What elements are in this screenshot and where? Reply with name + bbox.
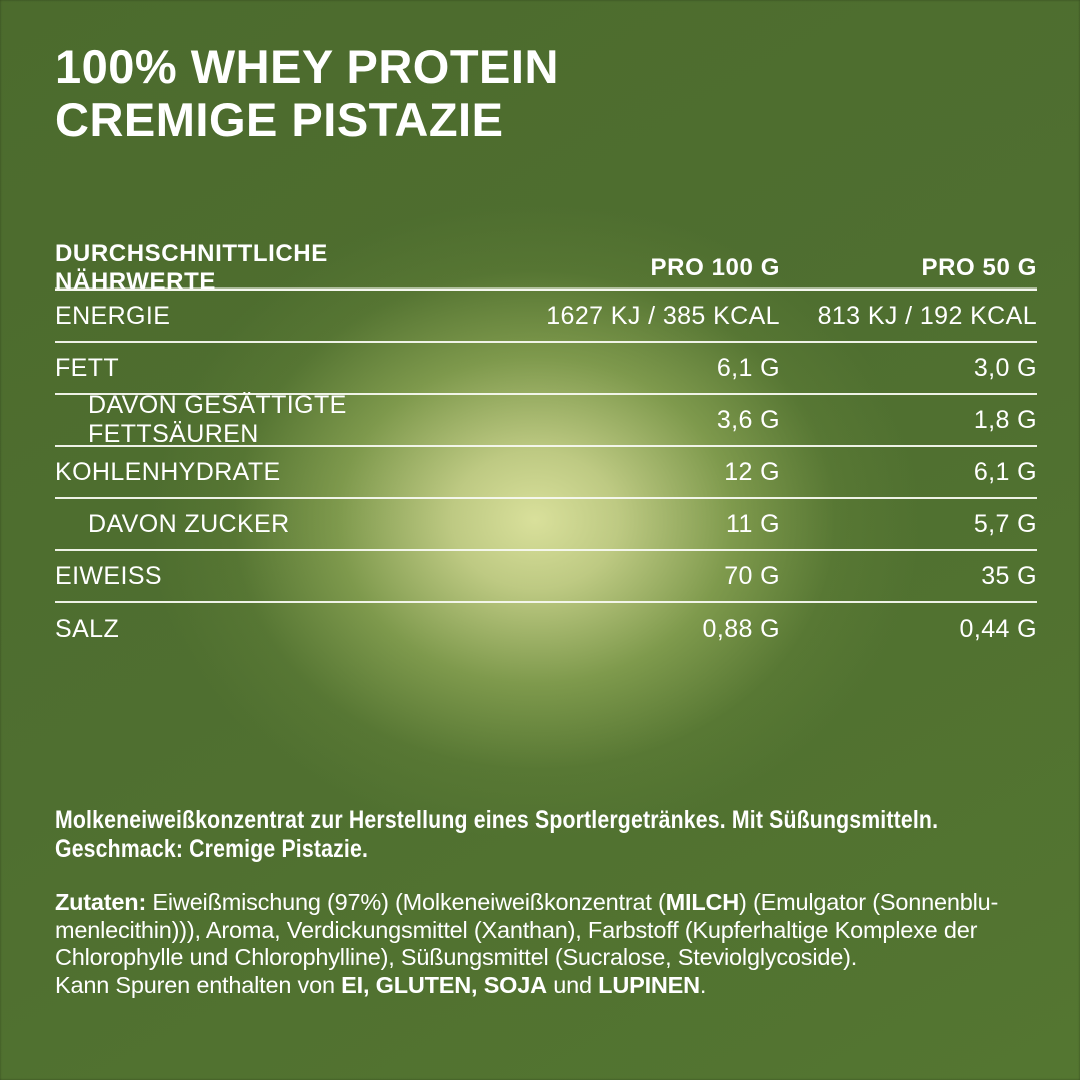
product-title: 100% WHEY PROTEIN CREMIGE PISTAZIE: [55, 40, 559, 146]
row-value-per50: 6,1 G: [973, 457, 1037, 486]
row-value-per50: 813 KJ / 192 KCAL: [817, 301, 1037, 330]
table-row: ENERGIE 1627 KJ / 385 KCAL 813 KJ / 192 KC…: [55, 291, 1037, 343]
row-label: KOHLENHYDRATE: [55, 457, 281, 486]
allergen-trace-text: Kann Spuren enthalten von EI, GLUTEN, SO…: [55, 971, 707, 998]
row-label: FETT: [55, 353, 120, 382]
row-label: SALZ: [55, 614, 120, 643]
product-title-line2: CREMIGE PISTAZIE: [55, 93, 504, 146]
header-nutrients: DURCHSCHNITTLICHE NÄHRWERTE: [55, 239, 328, 295]
header-per-100g: PRO 100 G: [650, 253, 780, 281]
table-row: DAVON GESÄTTIGTE FETTSÄUREN 3,6 G 1,8 G: [55, 391, 1037, 448]
table-header-row: DURCHSCHNITTLICHE NÄHRWERTE PRO 100 G PR…: [55, 240, 1037, 295]
row-value-per50: 3,0 G: [973, 353, 1037, 382]
statement-line1: Molkeneiweißkonzentrat zur Herstellung e…: [55, 806, 939, 834]
row-value-per100: 12 G: [724, 457, 780, 486]
row-value-per50: 1,8 G: [973, 405, 1037, 434]
statement-line2: Geschmack: Cremige Pistazie.: [55, 835, 369, 863]
header-per-50g: PRO 50 G: [921, 253, 1037, 281]
row-value-per100: 6,1 G: [716, 353, 780, 382]
row-value-per100: 0,88 G: [702, 614, 780, 643]
ingredients-text: Zutaten: Eiweißmischung (97%) (Molkeneiw…: [55, 889, 999, 970]
row-value-per50: 35 G: [981, 561, 1037, 590]
row-value-per50: 5,7 G: [973, 509, 1037, 538]
row-value-per100: 3,6 G: [716, 405, 780, 434]
row-value-per100: 11 G: [726, 509, 780, 538]
table-body: ENERGIE 1627 KJ / 385 KCAL 813 KJ / 192 KC…: [55, 291, 1037, 655]
nutrition-table: DURCHSCHNITTLICHE NÄHRWERTE PRO 100 G PR…: [55, 240, 1037, 655]
row-label: ENERGIE: [55, 301, 171, 330]
header-divider: [55, 287, 1037, 291]
row-label: DAVON GESÄTTIGTE FETTSÄUREN: [88, 391, 347, 448]
row-value-per100: 1627 KJ / 385 KCAL: [546, 301, 780, 330]
product-statement: Molkeneiweißkonzentrat zur Herstellung e…: [55, 806, 1065, 864]
ingredients-block: Zutaten: Eiweißmischung (97%) (Molkeneiw…: [55, 889, 1040, 999]
product-title-line1: 100% WHEY PROTEIN: [55, 40, 559, 93]
row-label: DAVON ZUCKER: [88, 509, 290, 538]
table-row: FETT 6,1 G 3,0 G: [55, 343, 1037, 395]
table-row: DAVON ZUCKER 11 G 5,7 G: [55, 499, 1037, 551]
table-row: EIWEISS 70 G 35 G: [55, 551, 1037, 603]
row-label: EIWEISS: [55, 561, 162, 590]
table-row: SALZ 0,88 G 0,44 G: [55, 603, 1037, 655]
table-row: KOHLENHYDRATE 12 G 6,1 G: [55, 447, 1037, 499]
row-value-per50: 0,44 G: [959, 614, 1037, 643]
row-value-per100: 70 G: [724, 561, 780, 590]
